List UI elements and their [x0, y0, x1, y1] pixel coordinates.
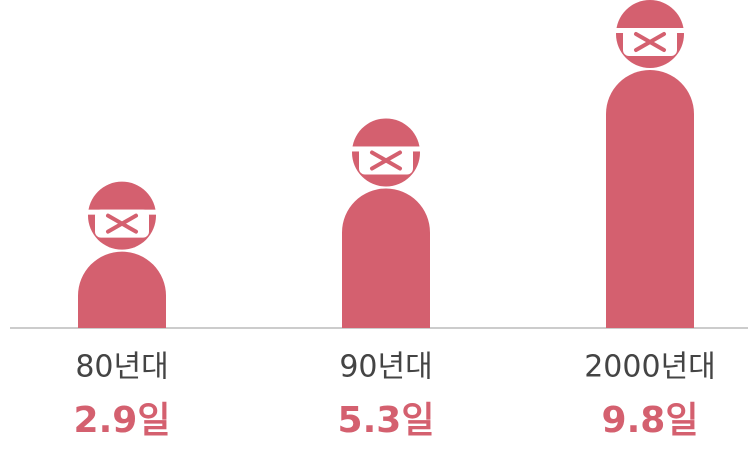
bar [342, 188, 430, 328]
bar [78, 251, 166, 328]
category-label: 80년대 [75, 350, 168, 385]
mask-cross [106, 213, 138, 234]
mask-cross [634, 32, 666, 52]
category-label: 90년대 [339, 350, 432, 385]
value-label: 9.8일 [602, 400, 699, 441]
category-label: 2000년대 [584, 350, 716, 385]
bar [606, 70, 694, 328]
value-label: 5.3일 [338, 400, 435, 441]
value-label: 2.9일 [74, 400, 171, 441]
mask-cross [370, 150, 402, 171]
